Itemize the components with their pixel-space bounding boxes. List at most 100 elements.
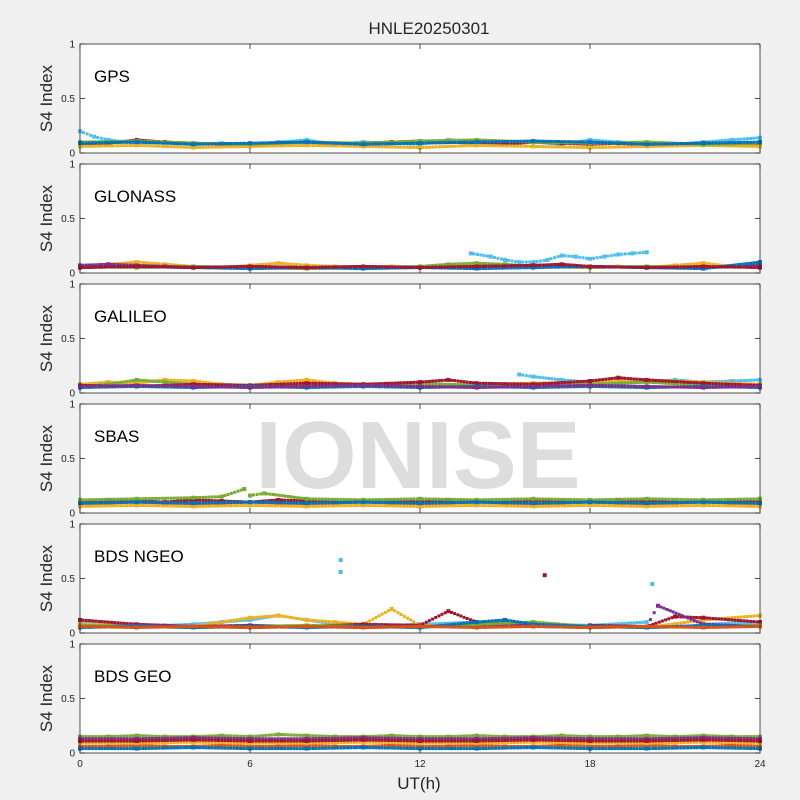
- data-point: [723, 379, 727, 383]
- data-point: [465, 385, 469, 389]
- data-point: [440, 265, 444, 269]
- data-point: [283, 382, 287, 386]
- data-point: [283, 265, 287, 269]
- data-point: [103, 380, 107, 384]
- data-point: [472, 265, 475, 268]
- data-point: [292, 144, 296, 148]
- data-point: [601, 504, 605, 508]
- data-point: [330, 497, 334, 501]
- data-point: [371, 617, 375, 621]
- data-point: [531, 496, 536, 501]
- data-point: [686, 383, 690, 386]
- data-point: [264, 265, 268, 269]
- data-point: [676, 382, 680, 386]
- data-point: [453, 498, 457, 501]
- data-point: [409, 265, 413, 269]
- data-point: [512, 264, 516, 268]
- data-point: [198, 265, 202, 269]
- data-point: [620, 379, 623, 383]
- data-point: [327, 382, 331, 386]
- data-point: [424, 145, 428, 149]
- data-point: [560, 265, 564, 269]
- data-point: [597, 504, 601, 508]
- data-point: [682, 263, 686, 267]
- data-point: [667, 144, 671, 148]
- data-point: [150, 141, 154, 145]
- data-point: [682, 621, 686, 624]
- data-point: [654, 501, 658, 505]
- data-point: [462, 380, 466, 384]
- data-point: [185, 496, 189, 500]
- y-tick-label: 0: [69, 389, 75, 400]
- data-point: [443, 265, 447, 269]
- data-point: [660, 381, 664, 385]
- data-point: [472, 381, 475, 385]
- data-point: [506, 385, 510, 389]
- data-point: [670, 142, 674, 146]
- data-point: [257, 615, 261, 619]
- data-point: [355, 267, 359, 270]
- data-point: [727, 504, 730, 508]
- data-point: [591, 503, 595, 507]
- data-point: [648, 504, 652, 508]
- data-point: [494, 382, 498, 386]
- data-point: [742, 265, 746, 269]
- data-point: [207, 504, 211, 508]
- data-point: [500, 264, 504, 268]
- data-point: [421, 141, 425, 145]
- data-point: [629, 379, 633, 382]
- data-point: [298, 138, 302, 142]
- data-point: [333, 620, 337, 625]
- data-point: [610, 377, 614, 380]
- data-point: [169, 141, 173, 145]
- data-point: [616, 381, 620, 385]
- data-point: [293, 495, 296, 499]
- data-point: [723, 498, 727, 501]
- data-point: [424, 497, 428, 501]
- data-point: [717, 382, 721, 386]
- data-point: [333, 382, 337, 386]
- data-point: [257, 263, 261, 267]
- data-point: [103, 384, 107, 388]
- data-point: [361, 144, 366, 149]
- data-point: [708, 262, 712, 266]
- data-point: [185, 498, 189, 502]
- data-point: [459, 262, 463, 266]
- data-point: [424, 380, 428, 384]
- data-point: [172, 384, 176, 388]
- data-point: [314, 504, 318, 508]
- data-point: [443, 504, 447, 508]
- data-point: [198, 385, 202, 389]
- data-point: [588, 145, 592, 150]
- data-point: [660, 497, 664, 501]
- data-point: [739, 615, 743, 619]
- data-point: [128, 497, 132, 501]
- data-point: [374, 266, 378, 270]
- data-point: [692, 381, 696, 385]
- data-point: [742, 504, 746, 508]
- data-point: [500, 142, 504, 146]
- data-point: [261, 615, 265, 619]
- data-point: [339, 498, 343, 501]
- data-point: [229, 619, 233, 623]
- data-point: [150, 500, 154, 504]
- data-point: [128, 500, 132, 504]
- data-point: [280, 504, 283, 508]
- data-point: [610, 501, 614, 504]
- data-point: [607, 501, 611, 504]
- data-point: [752, 144, 756, 148]
- data-point: [154, 379, 158, 383]
- data-point: [582, 500, 586, 504]
- data-point: [396, 504, 400, 508]
- data-point: [535, 384, 538, 388]
- data-point: [705, 618, 708, 622]
- data-point: [147, 379, 151, 383]
- data-point: [213, 385, 217, 389]
- data-point: [437, 385, 441, 389]
- data-point: [280, 261, 283, 265]
- plot-area: [80, 164, 760, 273]
- data-point: [490, 264, 494, 268]
- data-point: [150, 504, 154, 508]
- data-point: [465, 140, 469, 144]
- data-point: [298, 501, 302, 505]
